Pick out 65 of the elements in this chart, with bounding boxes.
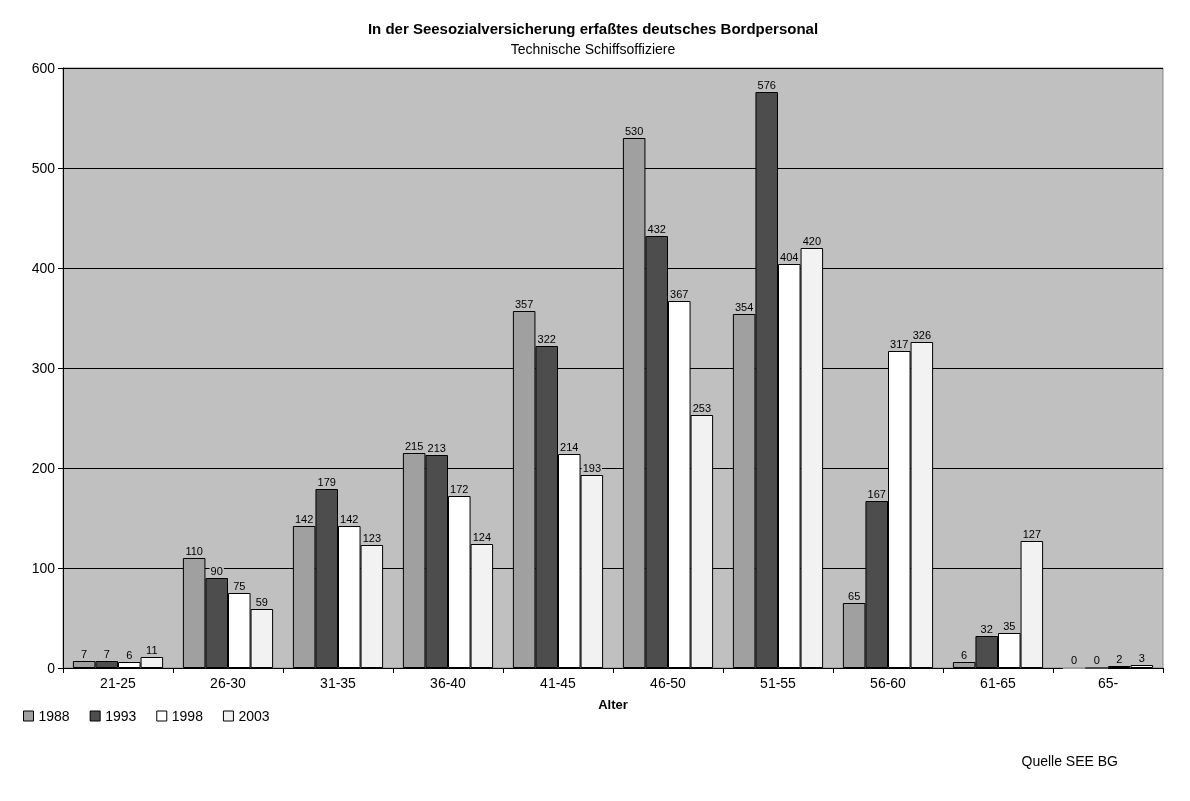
- data-label: 90: [210, 564, 223, 577]
- data-label: 7: [103, 647, 110, 660]
- source-note: Quelle SEE BG: [1021, 753, 1119, 769]
- data-label: 215: [405, 439, 424, 452]
- data-label: 167: [867, 487, 886, 500]
- data-label: 172: [450, 482, 469, 495]
- data-label: 75: [233, 579, 246, 592]
- data-label: 576: [757, 78, 776, 91]
- legend-label: 2003: [238, 708, 270, 724]
- x-tick-label: 56-60: [870, 675, 907, 691]
- data-label: 432: [647, 222, 666, 235]
- data-label: 65: [848, 589, 861, 602]
- data-label: 0: [1093, 653, 1100, 666]
- data-label: 179: [317, 475, 336, 488]
- chart-subtitle: Technische Schiffsoffiziere: [510, 41, 676, 57]
- x-tick-label: 26-30: [210, 675, 247, 691]
- y-tick-label: 600: [31, 60, 56, 76]
- data-label: 193: [582, 461, 601, 474]
- data-label: 110: [185, 544, 203, 557]
- data-label: 2: [1116, 652, 1123, 665]
- chart-title: In der Seesozialversicherung erfaßtes deutsches Bordpersonal: [367, 20, 819, 37]
- data-label: 322: [537, 332, 556, 345]
- y-tick-label: 100: [31, 560, 56, 576]
- data-label: 6: [961, 648, 968, 661]
- data-label: 326: [912, 328, 931, 341]
- y-tick-label: 0: [47, 660, 56, 676]
- data-label: 404: [780, 250, 799, 263]
- data-label: 213: [427, 441, 446, 454]
- x-tick-label: 51-55: [760, 675, 797, 691]
- x-tick-label: 65-: [1097, 675, 1119, 691]
- data-label: 420: [802, 234, 821, 247]
- data-label: 142: [295, 512, 314, 525]
- x-tick-label: 36-40: [430, 675, 467, 691]
- data-label: 253: [692, 401, 711, 414]
- x-tick-label: 31-35: [320, 675, 357, 691]
- data-label: 357: [515, 297, 534, 310]
- data-label: 11: [146, 643, 158, 656]
- data-label: 59: [255, 595, 268, 608]
- y-tick-label: 200: [31, 460, 56, 476]
- data-label: 32: [980, 622, 993, 635]
- data-label: 127: [1022, 527, 1041, 540]
- y-tick-label: 300: [31, 360, 56, 376]
- data-label: 142: [340, 512, 359, 525]
- y-tick-label: 400: [31, 260, 56, 276]
- data-label: 0: [1071, 653, 1078, 666]
- data-label: 6: [126, 648, 133, 661]
- data-label: 3: [1138, 651, 1145, 664]
- data-label: 124: [472, 530, 491, 543]
- data-label: 35: [1003, 619, 1016, 632]
- x-axis-title: Alter: [598, 697, 628, 712]
- data-label: 214: [560, 440, 579, 453]
- legend-label: 1993: [105, 708, 137, 724]
- x-tick-label: 21-25: [100, 675, 137, 691]
- data-label: 7: [81, 647, 88, 660]
- data-label: 530: [625, 124, 644, 137]
- x-tick-label: 61-65: [980, 675, 1017, 691]
- y-tick-label: 500: [31, 160, 56, 176]
- legend-label: 1998: [171, 708, 204, 724]
- data-label: 123: [362, 531, 381, 544]
- data-label: 317: [890, 337, 909, 350]
- legend-label: 1988: [38, 708, 70, 724]
- x-tick-label: 46-50: [650, 675, 687, 691]
- x-tick-label: 41-45: [540, 675, 577, 691]
- data-label: 367: [670, 287, 689, 300]
- data-label: 354: [735, 300, 754, 313]
